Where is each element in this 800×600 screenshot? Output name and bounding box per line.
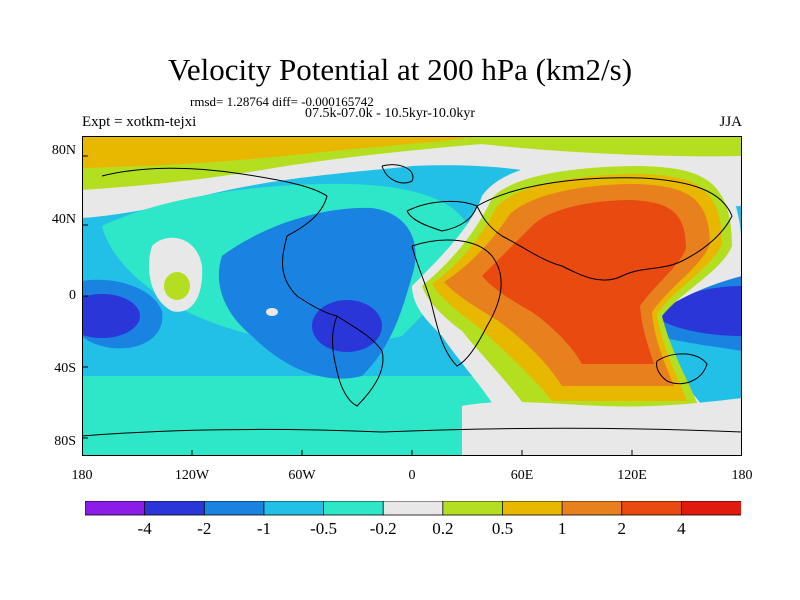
colorbar-swatch [502,501,563,516]
colorbar-swatch [323,501,385,516]
coastlines [82,164,742,437]
experiment-label: Expt = xotkm-tejxi [82,114,197,130]
colorbar-swatch [561,501,623,516]
lat-tick-80n: 80N [51,143,76,158]
colorbar-swatch [203,501,265,516]
field-pacific-yellowgreen [164,272,190,300]
colorbar-label: 2 [617,519,626,538]
lon-tick-120w: 120W [174,468,210,483]
coast-south-america [332,315,384,407]
colorbar-swatch [85,501,146,516]
lat-tick-80s: 80S [54,434,76,449]
field-darkblue-atlantic [312,300,382,352]
colorbar-label: 0.2 [432,519,454,538]
colorbar-swatch [382,501,444,516]
lon-tick-60e: 60E [510,468,534,483]
field-south-neutral [462,398,742,456]
field-pacific-darkblue [82,294,140,338]
lat-tick-40s: 40S [54,361,76,376]
map-tick-marks [82,155,633,456]
colorbar-label: -0.2 [369,519,397,538]
season-label: JJA [719,114,742,130]
colorbar-swatch [442,501,504,516]
lon-tick-120e: 120E [617,468,647,483]
lon-tick-0: 0 [408,468,416,483]
subtitle: 07.5k-07.0k - 10.5kyr-10.0kyr [305,106,476,121]
velocity-potential-map [82,136,742,456]
coast-australia [656,353,708,385]
colorbar-swatch [621,501,683,516]
colorbar-label: 0.5 [491,519,514,538]
lat-tick-40n: 40N [51,212,76,227]
lon-tick-60w: 60W [288,468,316,483]
colorbar-swatch [263,501,325,516]
rmsd-label: rmsd= 1.28764 diff= -0.000165742 [190,94,374,109]
field-north-yellow [82,136,482,168]
colorbar-label: -4 [137,519,152,538]
chart-title: Velocity Potential at 200 hPa (km2/s) [167,52,633,87]
lat-tick-0: 0 [69,288,76,303]
colorbar-label: -1 [256,519,271,538]
colorbar-swatch [144,501,206,516]
coast-north-america [101,167,338,317]
colorbar [85,501,741,516]
coast-asia [476,177,733,281]
coast-africa [411,239,502,367]
coast-europe [406,201,478,232]
field-small-neutral [266,308,278,316]
colorbar-label: 4 [677,519,686,538]
lon-tick-180e: 180 [731,468,753,483]
colorbar-label: -2 [197,519,212,538]
lon-tick-180w: 180 [71,468,93,483]
field-south-band [82,376,512,456]
colorbar-swatch [680,501,741,516]
colorbar-label: -0.5 [310,519,337,538]
coast-greenland [381,164,414,184]
coast-antarctica [82,427,742,437]
colorbar-label: 1 [557,519,567,538]
field-positive-red [482,200,686,364]
